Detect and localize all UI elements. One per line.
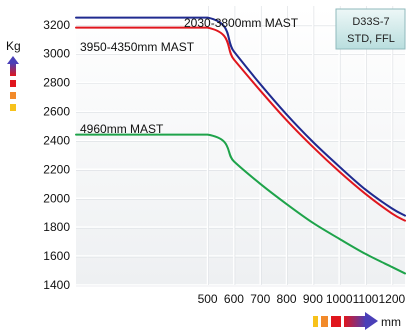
y-axis-unit: Kg <box>6 39 21 111</box>
x-unit-swatch-yellow-icon <box>313 316 318 327</box>
series-line-1 <box>75 26 406 222</box>
y-tick-label: 3200 <box>43 18 70 32</box>
y-unit-swatch-yellow-icon <box>10 104 16 111</box>
x-tick-label: 1000 <box>326 292 353 306</box>
x-unit-swatch-red-icon <box>331 316 341 327</box>
y-tick-label: 3000 <box>43 47 70 61</box>
y-tick-label: 1400 <box>43 278 70 292</box>
y-tick-label: 2800 <box>43 76 70 90</box>
series-label-3950-4350: 3950-4350mm MAST <box>80 40 195 54</box>
model-box-bg <box>335 8 406 50</box>
up-arrow-shaft-icon <box>10 63 16 76</box>
series-lines <box>75 16 406 275</box>
y-tick-label: 2000 <box>43 191 70 205</box>
y-tick-label: 1800 <box>43 220 70 234</box>
x-tick-label: 600 <box>224 292 244 306</box>
x-tick-label: 500 <box>198 292 218 306</box>
y-axis-label: Kg <box>6 39 21 53</box>
x-tick-label: 900 <box>303 292 323 306</box>
y-unit-swatch-orange-icon <box>10 92 16 99</box>
x-tick-label: 800 <box>277 292 297 306</box>
series-label-2030-3800: 2030-3800mm MAST <box>184 16 299 30</box>
x-axis-label: mm <box>381 315 401 329</box>
series-line-2 <box>75 133 406 275</box>
series-label-4960: 4960mm MAST <box>80 122 164 136</box>
x-tick-label: 700 <box>250 292 270 306</box>
up-arrow-icon <box>7 56 19 64</box>
x-tick-label: 1200 <box>378 292 405 306</box>
x-tick-label: 1100 <box>353 292 379 306</box>
plot-area <box>76 6 405 285</box>
y-tick-label: 2600 <box>43 105 70 119</box>
right-arrow-icon <box>365 312 378 330</box>
y-unit-swatch-red-icon <box>10 80 16 87</box>
series-labels: 2030-3800mm MAST 3950-4350mm MAST 4960mm… <box>80 16 299 136</box>
y-tick-label: 1600 <box>43 249 70 263</box>
y-tick-label: 2400 <box>43 133 70 147</box>
y-tick-label: 2200 <box>43 162 70 176</box>
series-line-0 <box>75 16 406 217</box>
x-axis-unit: mm <box>313 312 401 330</box>
right-arrow-shaft-icon <box>344 316 366 327</box>
axis-tick-labels: 1400 1600 1800 2000 2200 2400 2600 2800 3000 3200… <box>43 18 405 306</box>
model-box-line1: D33S-7 <box>352 16 389 28</box>
x-unit-swatch-orange-icon <box>321 316 328 327</box>
model-box: D33S-7 STD, FFL <box>335 8 406 50</box>
model-box-line2: STD, FFL <box>347 33 395 45</box>
